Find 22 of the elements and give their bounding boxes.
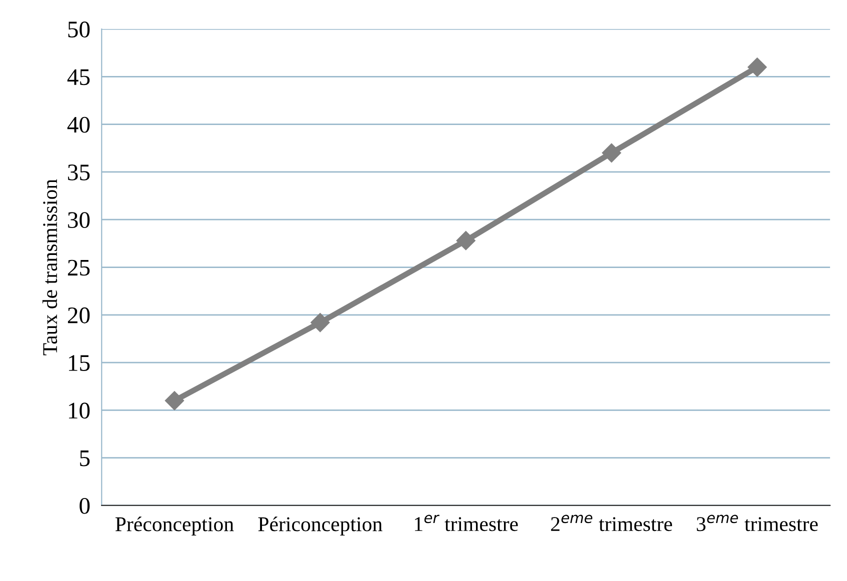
x-tick-label: Préconception xyxy=(115,516,234,536)
x-tick-label: Périconception xyxy=(258,516,382,536)
y-tick-label: 10 xyxy=(68,402,90,419)
y-tick-label: 35 xyxy=(68,164,90,180)
y-tick-label: 30 xyxy=(68,212,90,228)
x-tick-label: 2$^{eme}$ trimestre xyxy=(551,514,672,532)
y-tick-label: 15 xyxy=(68,355,90,371)
y-axis-title: Taux de transmission xyxy=(42,179,58,356)
y-tick-label: 25 xyxy=(68,260,90,276)
point xyxy=(602,143,622,162)
point xyxy=(310,312,330,332)
point xyxy=(748,58,767,77)
point xyxy=(456,231,476,250)
y-tick-label: 0 xyxy=(80,498,90,514)
y-tick-label: 20 xyxy=(68,307,90,324)
x-tick-label: 3$^{eme}$ trimestre xyxy=(696,514,818,532)
point xyxy=(164,391,184,410)
y-tick-label: 40 xyxy=(67,116,90,133)
x-tick-label: 1$^{er}$ trimestre xyxy=(414,514,518,532)
y-tick-label: 50 xyxy=(68,22,90,38)
y-tick-label: 5 xyxy=(80,450,90,466)
y-tick-label: 45 xyxy=(67,69,90,86)
